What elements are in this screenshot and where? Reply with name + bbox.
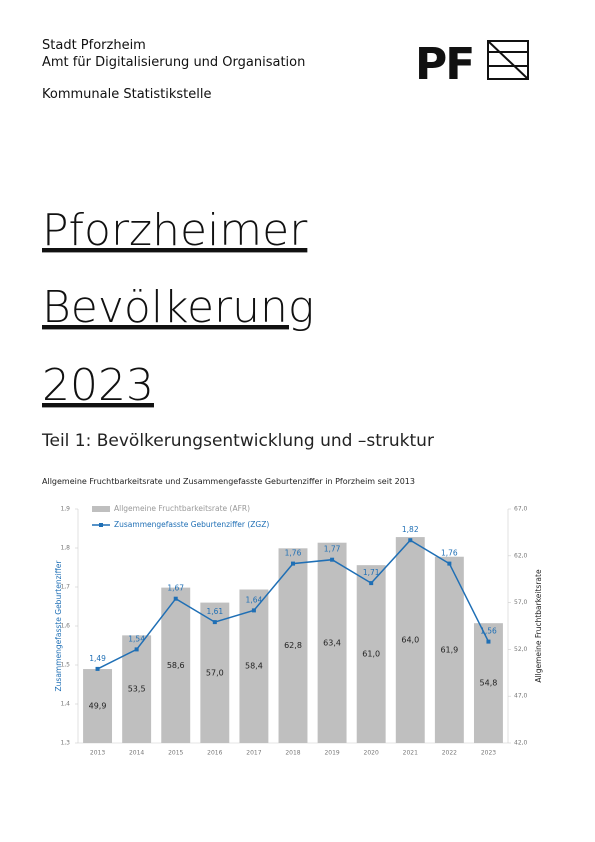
bar-label: 54,8 [480,679,498,688]
title-line: Bevölkerung [42,282,314,333]
legend-swatch [99,523,103,527]
x-tick-label: 2020 [364,750,379,757]
bar [395,537,425,743]
y2-tick-label: 52,0 [514,646,528,653]
bar-label: 58,4 [245,662,263,671]
legend-label: Zusammengefasste Geburtenziffer (ZGZ) [114,520,269,529]
bar [161,587,191,743]
point [447,561,452,566]
bar-label: 53,5 [128,685,146,694]
y-axis-title: Zusammengefasste Geburtenziffer [54,560,63,692]
bar-label: 57,0 [206,668,224,677]
x-tick-label: 2022 [442,750,457,757]
y-tick-label: 1,9 [60,506,70,513]
y-tick-label: 1,7 [60,584,70,591]
bar [434,556,464,743]
bar [278,548,308,743]
header-line: Stadt Pforzheim [42,38,146,53]
bar-label: 64,0 [401,636,419,645]
point-label: 1,56 [480,627,497,636]
y2-tick-label: 67,0 [514,506,528,513]
bar-label: 62,8 [284,641,302,650]
logo-mark [487,40,529,80]
legend-swatch [92,506,110,512]
point-label: 1,77 [324,545,341,554]
title-line: Pforzheimer [42,205,308,256]
point [173,596,178,601]
x-tick-label: 2014 [129,750,144,757]
bar [239,589,269,743]
x-tick-label: 2023 [481,750,496,757]
y-tick-label: 1,8 [60,545,70,552]
bar-label: 63,4 [323,638,341,647]
bar [356,565,386,743]
bar [122,635,152,743]
point [486,639,491,644]
bar-label: 49,9 [89,702,107,711]
y2-tick-label: 57,0 [514,599,528,606]
x-tick-label: 2018 [285,750,300,757]
x-tick-label: 2015 [168,750,183,757]
y-tick-label: 1,4 [60,701,70,708]
bar-label: 58,6 [167,661,185,670]
point [251,608,256,613]
bar [200,602,230,743]
point-label: 1,76 [285,549,302,558]
logo: PF [415,39,473,90]
bar [83,669,113,743]
x-tick-label: 2016 [207,750,222,757]
y2-tick-label: 62,0 [514,552,528,559]
point [95,666,100,671]
point [291,561,295,566]
point [369,581,374,586]
point-label: 1,49 [89,654,106,663]
point-label: 1,61 [206,607,223,616]
y2-tick-label: 47,0 [514,693,528,700]
bar [317,542,347,743]
header-line: Kommunale Statistikstelle [42,87,211,102]
bar-label: 61,0 [362,650,380,659]
x-tick-label: 2021 [403,750,418,757]
header-line: Amt für Digitalisierung und Organisation [42,55,305,70]
point [408,538,413,543]
point [330,557,335,562]
point [134,647,139,652]
subtitle: Teil 1: Bevölkerungsentwicklung und –str… [41,431,434,451]
point-label: 1,64 [246,595,263,604]
point-label: 1,54 [128,634,145,643]
x-tick-label: 2013 [90,750,105,757]
y-tick-label: 1,3 [60,740,70,747]
chart-title: Allgemeine Fruchtbarkeitsrate und Zusamm… [42,477,415,486]
point-label: 1,82 [402,525,419,534]
point-label: 1,67 [167,584,184,593]
y2-axis-title: Allgemeine Fruchtbarkeitsrate [534,569,543,683]
y2-tick-label: 42,0 [514,740,528,747]
title-line: 2023 [42,360,154,411]
legend-label: Allgemeine Fruchtbarkeitsrate (AFR) [114,504,250,513]
x-tick-label: 2019 [324,750,339,757]
bar-label: 61,9 [440,645,458,654]
y-tick-label: 1,6 [60,623,70,630]
point [212,620,217,625]
y-tick-label: 1,5 [60,662,70,669]
point-label: 1,71 [363,568,380,577]
point-label: 1,76 [441,549,458,558]
x-tick-label: 2017 [246,750,261,757]
